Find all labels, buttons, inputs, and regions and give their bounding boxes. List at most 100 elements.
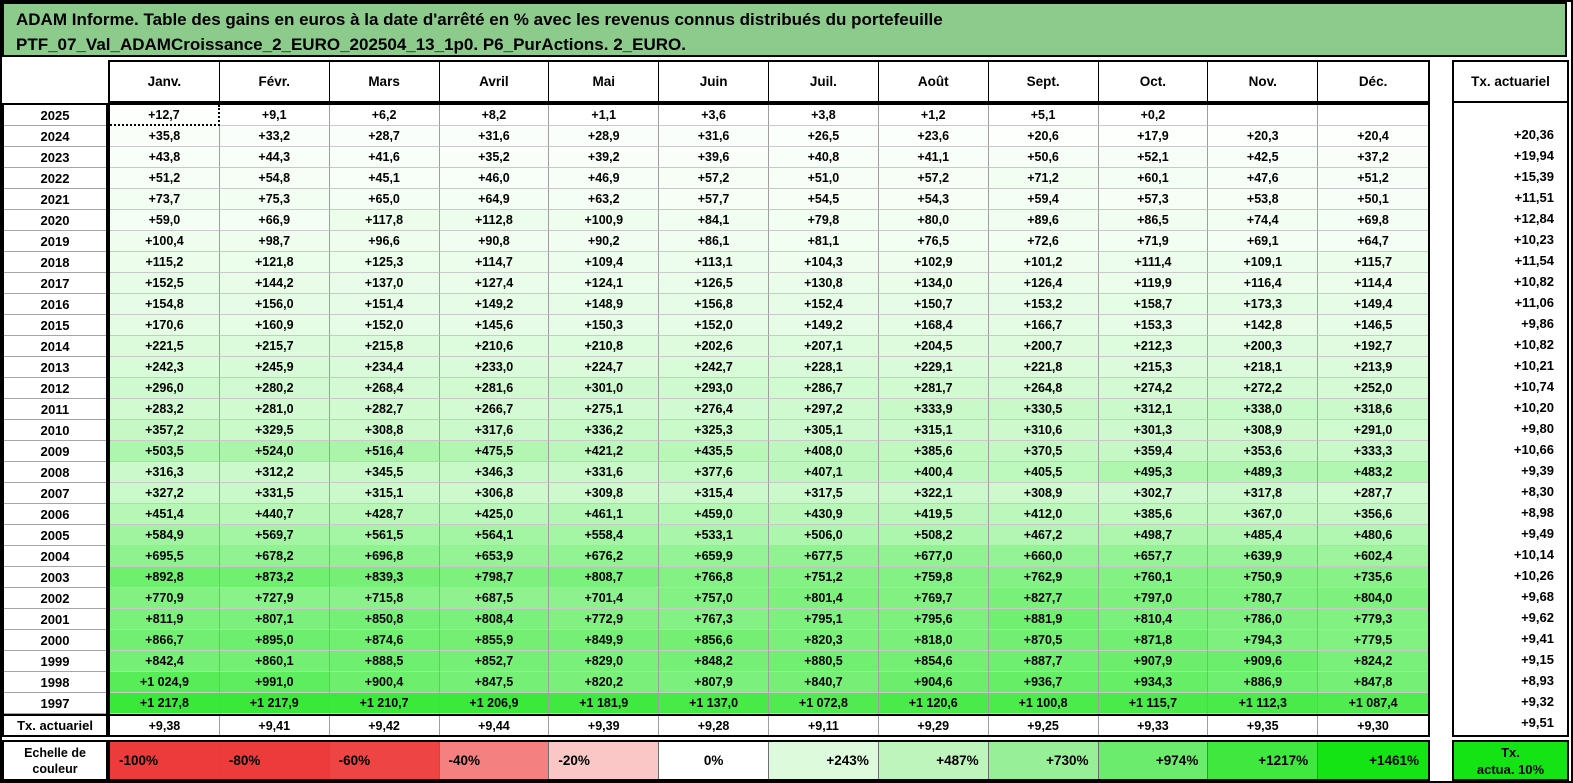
gain-cell[interactable]: +89,6 (988, 210, 1099, 231)
tx-actuariel-value[interactable]: +10,74 (1513, 379, 1554, 394)
gain-cell[interactable]: +308,8 (329, 420, 440, 441)
gain-cell[interactable]: +45,1 (329, 168, 440, 189)
gain-cell[interactable]: +152,5 (110, 273, 220, 294)
gain-cell[interactable]: +483,2 (1318, 462, 1428, 483)
gain-cell[interactable]: +86,5 (1098, 210, 1209, 231)
gain-cell[interactable]: +221,8 (988, 357, 1099, 378)
gain-cell[interactable]: +280,2 (219, 378, 330, 399)
gain-cell[interactable]: +367,0 (1208, 504, 1319, 525)
gain-cell[interactable]: +762,9 (988, 567, 1099, 588)
gain-cell[interactable]: +759,8 (878, 567, 989, 588)
gain-cell[interactable]: +660,0 (988, 546, 1099, 567)
year-label[interactable]: 2020 (4, 210, 106, 231)
gain-cell[interactable]: +286,7 (769, 378, 879, 399)
gain-cell[interactable]: +495,3 (1098, 462, 1209, 483)
year-label[interactable]: 2025 (4, 105, 106, 126)
gain-cell[interactable]: +991,0 (219, 672, 330, 693)
gain-cell[interactable]: +881,9 (988, 609, 1099, 630)
gain-cell[interactable]: +266,7 (439, 399, 550, 420)
gain-cell[interactable]: +207,1 (769, 336, 879, 357)
gain-cell[interactable]: +333,3 (1318, 441, 1428, 462)
gain-cell[interactable]: +489,3 (1208, 462, 1319, 483)
year-label[interactable]: 2023 (4, 147, 106, 168)
gain-cell[interactable]: +37,2 (1318, 147, 1428, 168)
gain-cell[interactable]: +35,2 (439, 147, 550, 168)
gain-cell[interactable]: +43,8 (110, 147, 220, 168)
month-header[interactable]: Mars (330, 62, 440, 101)
gain-cell[interactable]: +315,1 (878, 420, 989, 441)
tx-actuariel-value[interactable]: +9,39 (1521, 463, 1554, 478)
tx-actuariel-value[interactable]: +10,66 (1513, 442, 1554, 457)
gain-cell[interactable]: +96,6 (329, 231, 440, 252)
gain-cell[interactable]: +98,7 (219, 231, 330, 252)
gain-cell[interactable]: +346,3 (439, 462, 550, 483)
gain-cell[interactable]: +268,4 (329, 378, 440, 399)
gain-cell[interactable]: +113,1 (659, 252, 769, 273)
gain-cell[interactable]: +12,7 (110, 105, 220, 126)
gain-cell[interactable]: +233,0 (439, 357, 550, 378)
gain-cell[interactable]: +842,4 (110, 651, 220, 672)
gain-cell[interactable]: +829,0 (549, 651, 660, 672)
month-header[interactable]: Nov. (1208, 62, 1319, 101)
gain-cell[interactable]: +57,2 (878, 168, 989, 189)
year-label[interactable]: 2001 (4, 609, 106, 630)
gain-cell[interactable]: +315,4 (659, 483, 769, 504)
gain-cell[interactable]: +1,2 (878, 105, 989, 126)
color-scale-cell[interactable]: +730% (988, 742, 1099, 779)
gain-cell[interactable]: +936,7 (988, 672, 1099, 693)
gain-cell[interactable]: +561,5 (329, 525, 440, 546)
gain-cell[interactable]: +569,7 (219, 525, 330, 546)
summary-row-label[interactable]: Tx. actuariel (4, 714, 106, 735)
gain-cell[interactable]: +407,1 (769, 462, 879, 483)
tx-actuariel-value[interactable]: +12,84 (1513, 211, 1554, 226)
gain-cell[interactable]: +76,5 (878, 231, 989, 252)
gain-cell[interactable]: +808,7 (549, 567, 660, 588)
gain-cell[interactable]: +166,7 (988, 315, 1099, 336)
gain-cell[interactable]: +451,4 (110, 504, 220, 525)
gain-cell[interactable]: +440,7 (219, 504, 330, 525)
gain-cell[interactable]: +53,8 (1208, 189, 1319, 210)
gain-cell[interactable]: +315,1 (329, 483, 440, 504)
gain-cell[interactable]: +888,5 (329, 651, 440, 672)
gain-cell[interactable]: +602,4 (1318, 546, 1428, 567)
gain-cell[interactable]: +485,4 (1208, 525, 1319, 546)
gain-cell[interactable]: +751,2 (769, 567, 879, 588)
gain-cell[interactable]: +860,1 (219, 651, 330, 672)
gain-cell[interactable]: +1 181,9 (549, 693, 660, 714)
gain-cell[interactable]: +23,6 (878, 126, 989, 147)
gain-cell[interactable]: +887,7 (988, 651, 1099, 672)
gain-cell[interactable]: +1 072,8 (769, 693, 879, 714)
gain-cell[interactable]: +727,9 (219, 588, 330, 609)
gain-cell[interactable]: +80,0 (878, 210, 989, 231)
gain-cell[interactable]: +0,2 (1098, 105, 1209, 126)
year-label[interactable]: 2003 (4, 567, 106, 588)
gain-cell[interactable]: +338,0 (1208, 399, 1319, 420)
gain-cell[interactable]: +735,6 (1318, 567, 1428, 588)
gain-cell[interactable]: +810,4 (1098, 609, 1209, 630)
gain-cell[interactable]: +866,7 (110, 630, 220, 651)
gain-cell[interactable]: +336,2 (549, 420, 660, 441)
color-scale-cell[interactable]: +974% (1098, 742, 1209, 779)
gain-cell[interactable]: +677,0 (878, 546, 989, 567)
gain-cell[interactable]: +142,8 (1208, 315, 1319, 336)
gain-cell[interactable]: +653,9 (439, 546, 550, 567)
gain-cell[interactable]: +71,2 (988, 168, 1099, 189)
gain-cell[interactable]: +498,7 (1098, 525, 1209, 546)
gain-cell[interactable]: +8,2 (439, 105, 550, 126)
gain-cell[interactable]: +215,8 (329, 336, 440, 357)
gain-cell[interactable]: +46,9 (549, 168, 660, 189)
gain-cell[interactable]: +316,3 (110, 462, 220, 483)
gain-cell[interactable]: +678,2 (219, 546, 330, 567)
gain-cell[interactable]: +200,7 (988, 336, 1099, 357)
gain-cell[interactable]: +156,0 (219, 294, 330, 315)
tx-actuariel-value[interactable]: +8,98 (1521, 505, 1554, 520)
tx-actuariel-value[interactable]: +9,49 (1521, 526, 1554, 541)
gain-cell[interactable]: +9,35 (1208, 716, 1319, 735)
gain-cell[interactable]: +281,6 (439, 378, 550, 399)
gain-cell[interactable]: +126,5 (659, 273, 769, 294)
color-scale-cell[interactable]: -60% (329, 742, 440, 779)
gain-cell[interactable]: +65,0 (329, 189, 440, 210)
year-label[interactable]: 1999 (4, 651, 106, 672)
gain-cell[interactable]: +766,8 (659, 567, 769, 588)
gain-cell[interactable]: +524,0 (219, 441, 330, 462)
